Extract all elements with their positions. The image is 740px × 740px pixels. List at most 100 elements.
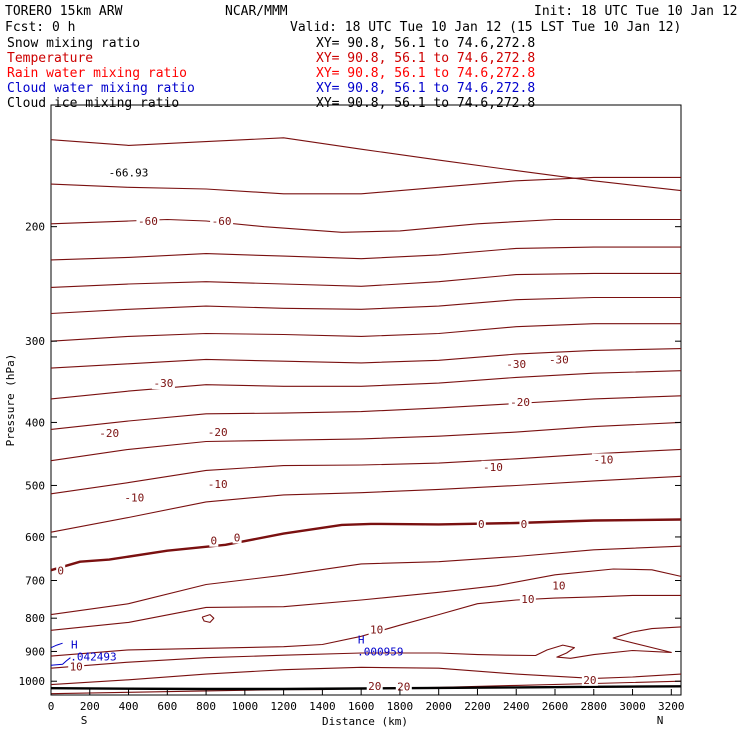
- terrain-line: [50, 685, 682, 691]
- overlap-label: -66.93: [109, 166, 149, 179]
- contour-line: [50, 137, 682, 192]
- contour-label-bg: [504, 357, 528, 370]
- contour-line: [50, 395, 682, 430]
- contour-label-bg: [547, 353, 571, 366]
- contour-line: [50, 666, 682, 686]
- contour-label-bg: [508, 395, 532, 408]
- x-axis-label: Distance (km): [322, 715, 408, 728]
- x-tick-label: 2400: [503, 700, 530, 713]
- contour-line: [50, 518, 682, 572]
- contour-line: [50, 568, 682, 631]
- contour-label-bg: [581, 673, 598, 686]
- contour-label-bg: [209, 534, 219, 547]
- contour-label-bg: [591, 453, 615, 466]
- contour-line: [50, 448, 682, 495]
- model-title: TORERO 15km ARW: [5, 4, 123, 19]
- contour-label-bg: [122, 491, 146, 504]
- y-tick-label: 1000: [19, 675, 46, 688]
- cloud-water-line: [50, 657, 71, 666]
- field-name: Cloud water mixing ratio: [7, 81, 195, 96]
- x-axis-ticks: 0 200 400 600 800 1000 1200 1400 1600 1800 2000 220…: [48, 689, 685, 713]
- contour-label: -10: [483, 461, 503, 474]
- contour-line: [50, 370, 682, 400]
- temperature-contours: [50, 137, 682, 695]
- x-tick-label: 800: [196, 700, 216, 713]
- high-marker: H: [358, 634, 365, 647]
- y-tick-label: 800: [25, 612, 45, 625]
- contour-label: 10: [370, 624, 383, 637]
- contour-label: -20: [510, 396, 530, 409]
- contour-label: 0: [211, 535, 218, 548]
- x-tick-label: 600: [157, 700, 177, 713]
- x-tick-label: 1200: [270, 700, 297, 713]
- contour-label-bg: [368, 623, 385, 636]
- x-tick-label: 1600: [348, 700, 375, 713]
- contour-line: [50, 176, 681, 195]
- contour-label: -60: [138, 215, 158, 228]
- contour-line: [50, 348, 682, 369]
- field-name: Snow mixing ratio: [7, 36, 140, 51]
- x-tick-label: 1800: [387, 700, 414, 713]
- contour-label: -10: [594, 453, 614, 466]
- valid-time: Valid: 18 UTC Tue 10 Jan 12 (15 LST Tue …: [290, 20, 681, 35]
- contour-labels: -60 -60 -30 -30 -30 -20 -20 -20 -10 -10 -10 -10 0 0 0 0…: [56, 166, 615, 693]
- y-tick-label: 700: [25, 574, 45, 587]
- contour-line: [50, 475, 682, 533]
- contour-label: 0: [234, 531, 241, 544]
- x-tick-label: 2000: [425, 700, 452, 713]
- contour-label-bg: [519, 517, 529, 530]
- contour-line: [50, 246, 681, 261]
- high-marker: H: [71, 638, 78, 651]
- north-end-label: N: [657, 714, 664, 727]
- contour-label: 0: [57, 565, 64, 578]
- field-xy: XY= 90.8, 56.1 to 74.6,272.8: [316, 81, 535, 96]
- contour-line: [50, 296, 681, 315]
- contour-line: [50, 626, 682, 669]
- contour-label-bg: [68, 660, 85, 673]
- contour-label: -30: [506, 358, 526, 371]
- contour-line: [50, 323, 681, 342]
- x-tick-label: 2200: [464, 700, 491, 713]
- x-tick-label: 1000: [232, 700, 259, 713]
- contour-label-bg: [519, 592, 536, 605]
- contour-label-bg: [210, 214, 234, 227]
- init-time: Init: 18 UTC Tue 10 Jan 12: [534, 4, 738, 19]
- contour-label-bg: [481, 460, 505, 473]
- field-name: Cloud ice mixing ratio: [7, 96, 179, 111]
- cloud-water-line: [50, 642, 63, 649]
- contour-label-bg: [366, 679, 383, 692]
- contour-line: [50, 545, 682, 616]
- y-tick-label: 400: [25, 416, 45, 429]
- contour-line: [50, 594, 681, 657]
- x-tick-label: 0: [48, 700, 55, 713]
- contour-label-bg: [56, 564, 66, 577]
- contour-label-bg: [151, 377, 175, 390]
- contour-label-bg: [97, 426, 121, 439]
- contour-label-bg: [232, 531, 242, 544]
- contour-label-bg: [550, 579, 567, 592]
- contour-line: [201, 614, 215, 623]
- contour-label: 10: [521, 593, 534, 606]
- contour-label: -60: [212, 215, 232, 228]
- field-xy: XY= 90.8, 56.1 to 74.6,272.8: [316, 96, 535, 111]
- contour-label: 20: [368, 680, 381, 693]
- contour-label: 0: [478, 518, 485, 531]
- x-tick-label: 200: [80, 700, 100, 713]
- x-tick-label: 1400: [309, 700, 336, 713]
- contour-label-bg: [206, 426, 230, 439]
- contour-label: -10: [208, 478, 228, 491]
- y-tick-label: 900: [25, 645, 45, 658]
- y-tick-label: 600: [25, 531, 45, 544]
- contour-label: 20: [583, 674, 596, 687]
- x-tick-label: 3200: [658, 700, 685, 713]
- contour-label: -20: [208, 426, 228, 439]
- contour-label: -20: [99, 427, 119, 440]
- field-legend: Snow mixing ratio XY= 90.8, 56.1 to 74.6,…: [7, 36, 535, 111]
- contour-label: 20: [397, 680, 410, 693]
- x-tick-label: 400: [119, 700, 139, 713]
- y-axis-label: Pressure (hPa): [4, 354, 17, 447]
- contour-label: -10: [124, 492, 144, 505]
- y-tick-label: 500: [25, 479, 45, 492]
